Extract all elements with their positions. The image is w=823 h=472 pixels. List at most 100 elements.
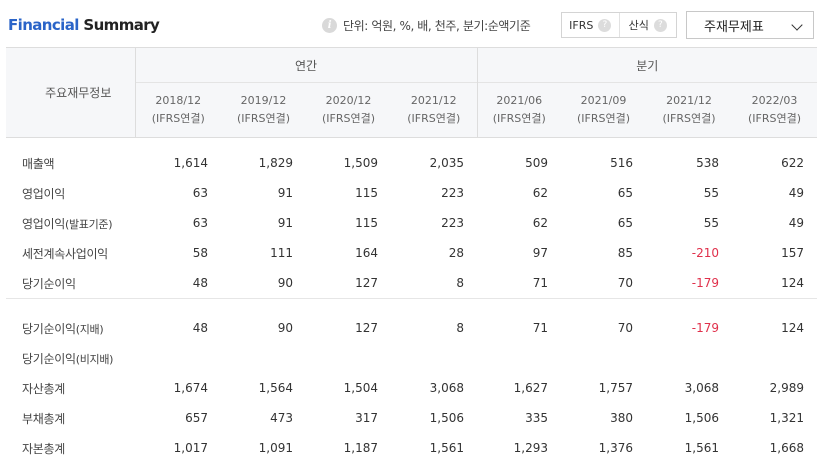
value-cell: 1,504 — [343, 381, 378, 395]
table-row: 매출액 1,614 1,829 1,509 2,035 509 516 538 622 — [6, 138, 817, 179]
value-cell — [732, 343, 817, 373]
value-cell: 2,035 — [429, 156, 464, 170]
title-rest: Summary — [83, 16, 160, 34]
help-icon[interactable]: ? — [653, 18, 667, 32]
value-cell: 622 — [781, 156, 804, 170]
annual-group-header: 연간 — [134, 47, 477, 83]
row-label-text: 부채총계 — [22, 411, 65, 426]
row-label-text: 세전계속사업이익 — [22, 246, 108, 261]
value-cell: 127 — [355, 276, 378, 290]
period-header: 2020/12 (IFRS연결) — [306, 82, 391, 138]
table-row: 세전계속사업이익 58 111 164 28 97 85 -210 157 — [6, 238, 817, 268]
statement-select[interactable]: 주재무제표 — [686, 11, 814, 39]
value-cell: 1,564 — [258, 381, 293, 395]
value-cell: 1,506 — [684, 411, 719, 425]
value-cell: 111 — [270, 246, 293, 260]
period-date: 2021/12 — [410, 94, 457, 107]
row-label-text: 당기순이익 — [22, 276, 76, 291]
value-cell: 1,829 — [258, 156, 293, 170]
row-label: 부채총계 — [6, 403, 135, 433]
period-date: 2021/09 — [580, 94, 627, 107]
value-cell: 70 — [617, 276, 633, 290]
value-cell: 3,068 — [429, 381, 464, 395]
period-date: 2021/12 — [666, 94, 712, 107]
value-cell: 71 — [532, 276, 548, 290]
row-label-text: 영업이익 — [22, 186, 65, 201]
value-cell: 58 — [192, 246, 208, 260]
value-cell: 49 — [788, 216, 804, 230]
period-header: 2021/12 (IFRS연결) — [391, 82, 477, 138]
value-cell: 223 — [441, 186, 464, 200]
value-cell: 115 — [355, 216, 378, 230]
value-cell: 91 — [277, 216, 293, 230]
table-row: 자본총계 1,017 1,091 1,187 1,561 1,293 1,376 1,561 1… — [6, 433, 817, 463]
row-label: 당기순이익(지배) — [6, 298, 135, 343]
statement-select-value: 주재무제표 — [704, 19, 764, 35]
unit-note: i 단위: 억원, %, 배, 천주, 분기:순액기준 — [322, 14, 531, 36]
row-label-text: 자산총계 — [22, 381, 65, 396]
period-basis: (IFRS연결) — [662, 112, 716, 125]
value-cell: 127 — [306, 298, 391, 343]
row-label-text: 당기순이익 — [22, 351, 76, 366]
help-icon[interactable]: ? — [598, 18, 612, 32]
row-label: 당기순이익 — [6, 268, 135, 299]
value-cell: 55 — [703, 216, 719, 230]
value-cell: 157 — [781, 246, 804, 260]
value-cell — [646, 343, 732, 373]
period-date: 2019/12 — [240, 94, 287, 107]
section-title: Financial Summary — [8, 16, 160, 34]
table-row: 자산총계 1,674 1,564 1,504 3,068 1,627 1,757 3,068 2… — [6, 373, 817, 403]
value-cell: 90 — [221, 298, 306, 343]
formula-option[interactable]: 산식 ? — [618, 13, 677, 37]
row-header: 주요재무정보 — [6, 47, 135, 138]
value-cell: 516 — [610, 156, 633, 170]
row-label: 자산총계 — [6, 373, 135, 403]
value-cell — [306, 343, 391, 373]
ifrs-label: IFRS — [569, 18, 594, 32]
row-label: 영업이익 — [6, 178, 135, 208]
row-label-text: 자본총계 — [22, 441, 65, 456]
row-label-qualifier: (지배) — [75, 322, 104, 336]
value-cell: -210 — [691, 246, 719, 260]
value-cell: 2,989 — [769, 381, 804, 395]
value-cell: 1,668 — [769, 441, 804, 455]
value-cell: 1,561 — [684, 441, 719, 455]
period-date: 2022/03 — [751, 94, 798, 107]
value-cell: 164 — [355, 246, 378, 260]
period-basis: (IFRS연결) — [151, 112, 205, 125]
value-cell: 1,627 — [513, 381, 548, 395]
value-cell: 124 — [781, 276, 804, 290]
ifrs-option[interactable]: IFRS ? — [562, 13, 619, 37]
value-cell: 97 — [532, 246, 548, 260]
period-basis: (IFRS연결) — [576, 112, 631, 125]
value-cell — [221, 343, 306, 373]
row-label: 자본총계 — [6, 433, 135, 463]
table-row: 부채총계 657 473 317 1,506 335 380 1,506 1,321 — [6, 403, 817, 433]
period-basis: (IFRS연결) — [747, 112, 802, 125]
value-cell: 91 — [277, 186, 293, 200]
period-header: 2018/12 (IFRS연결) — [134, 82, 221, 138]
chevron-down-icon — [791, 19, 803, 31]
value-cell: 8 — [456, 276, 464, 290]
view-toggle: IFRS ? 산식 ? — [561, 12, 677, 38]
financial-summary-table: 주요재무정보 연간 분기 2018/12 (IFRS연결) 2019/12 (IFRS… — [6, 47, 817, 463]
value-cell: 70 — [561, 298, 646, 343]
value-cell: 71 — [477, 298, 561, 343]
row-label-qualifier: (비지배) — [75, 352, 114, 366]
value-cell: 28 — [448, 246, 464, 260]
row-label-text: 당기순이익 — [22, 321, 76, 336]
value-cell: 1,091 — [258, 441, 293, 455]
value-cell — [391, 343, 477, 373]
info-icon[interactable]: i — [322, 17, 337, 33]
period-basis: (IFRS연결) — [321, 112, 376, 125]
row-label-text: 영업이익 — [22, 216, 65, 231]
value-cell: 62 — [532, 186, 548, 200]
value-cell — [135, 343, 221, 373]
row-label: 영업이익(발표기준) — [6, 208, 135, 238]
table-row: 영업이익 63 91 115 223 62 65 55 49 — [6, 178, 817, 208]
value-cell: 1,614 — [173, 156, 208, 170]
value-cell: 657 — [185, 411, 208, 425]
value-cell: 1,674 — [173, 381, 208, 395]
value-cell: -179 — [691, 276, 719, 290]
value-cell: 85 — [617, 246, 633, 260]
